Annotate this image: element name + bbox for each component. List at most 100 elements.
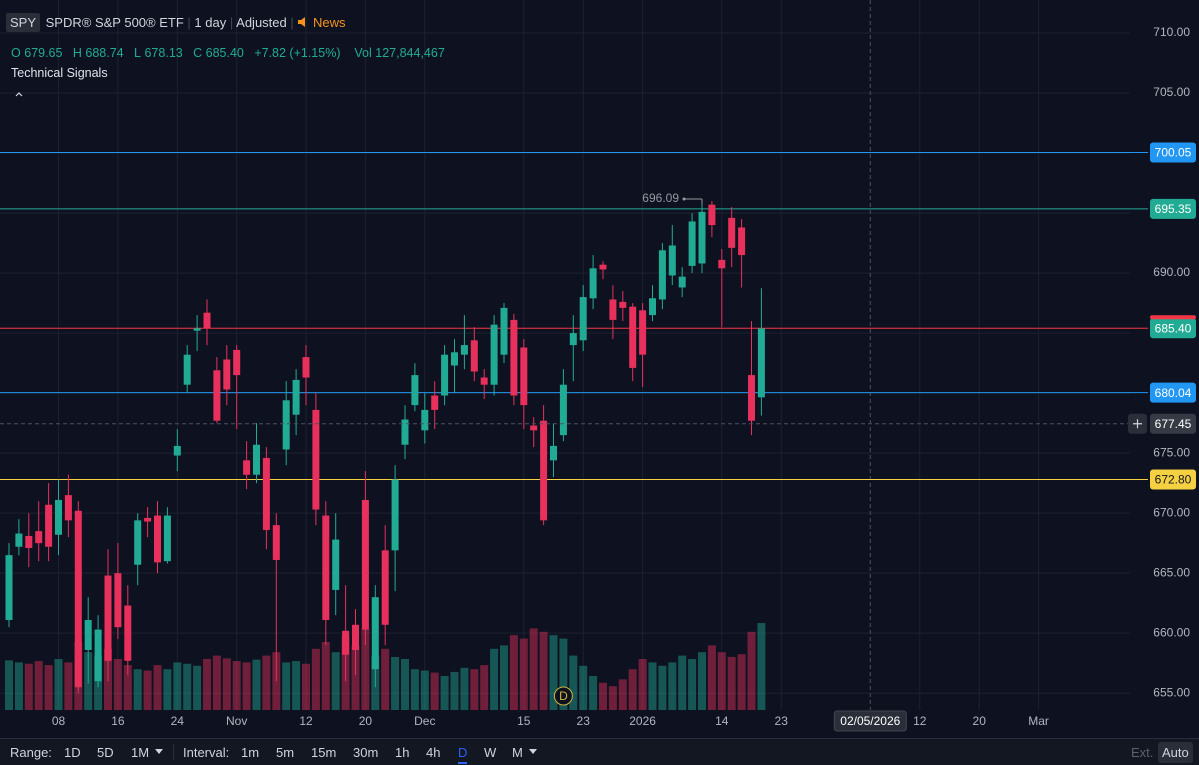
volume-bar	[727, 656, 736, 710]
candle-body	[757, 328, 765, 398]
ohlc-value: 679.65	[24, 46, 63, 60]
ext-toggle[interactable]: Ext.	[1131, 745, 1154, 760]
candle-body	[569, 333, 577, 346]
candle-body	[520, 347, 528, 406]
ohlc-row: O 679.65 H 688.74 L 678.13 C 685.40 +7.8…	[11, 46, 445, 60]
candle-body	[589, 268, 597, 299]
candle-body	[134, 520, 142, 565]
divider	[173, 744, 174, 760]
separator: |	[290, 15, 294, 30]
x-tick-label: 23	[775, 714, 789, 728]
price-label: 685.40	[1155, 321, 1192, 335]
interval-button[interactable]: 15m	[311, 745, 337, 760]
interval-button[interactable]: 5m	[276, 745, 295, 760]
toolbar: Range: 1D 5D 1M Interval: 1m 5m 15m 30m 1h 4h…	[0, 738, 1199, 765]
interval-button[interactable]: 30m	[353, 745, 379, 760]
volume-bar	[737, 654, 746, 710]
candle-body	[431, 395, 439, 410]
candle-body	[5, 555, 13, 620]
volume-bar	[54, 659, 63, 710]
dropdown-arrow[interactable]	[155, 749, 163, 755]
interval[interactable]: 1 day	[194, 15, 227, 30]
candle-body	[490, 324, 498, 385]
candle-body	[292, 379, 300, 415]
volume-bar	[64, 662, 73, 710]
ohlc-value: 678.13	[144, 46, 183, 60]
volume-bar	[193, 665, 202, 710]
candle-body	[282, 400, 290, 450]
high-marker-label: 696.09	[642, 191, 679, 205]
news[interactable]: News	[313, 15, 346, 30]
candle-body	[243, 460, 251, 475]
y-tick-label: 670.00	[1153, 505, 1190, 519]
volume-bar	[490, 648, 499, 710]
candle-body	[352, 624, 359, 650]
x-tick-label: 12	[913, 714, 927, 728]
separator: |	[187, 15, 191, 30]
volume-bar	[203, 659, 211, 710]
x-tick-label: 20	[359, 714, 373, 728]
interval-button[interactable]: 4h	[426, 745, 441, 760]
volume-bar	[113, 659, 122, 710]
volume-bar	[143, 670, 152, 710]
range-button[interactable]: 1M	[131, 745, 150, 760]
dropdown-arrow[interactable]	[529, 749, 537, 755]
candle-body	[698, 211, 706, 264]
interval-button[interactable]: 1m	[241, 745, 260, 760]
candle-body	[342, 630, 350, 655]
interval-button[interactable]: M	[512, 745, 523, 760]
candle-body	[371, 597, 379, 670]
candle-body	[45, 504, 53, 547]
candle-body	[401, 419, 409, 445]
collapse-caret[interactable]	[14, 90, 24, 98]
volume-bar	[14, 662, 23, 710]
change: +7.82 (+1.15%)	[254, 46, 341, 60]
volume-bar	[529, 628, 538, 710]
volume-bar	[302, 663, 310, 710]
volume-bar	[460, 667, 469, 710]
candle-body	[272, 525, 280, 560]
range-button[interactable]: 1D	[64, 745, 81, 760]
candle-body	[649, 298, 656, 316]
candle-body	[64, 495, 72, 521]
candle-body	[510, 319, 518, 396]
candle-body	[411, 375, 419, 406]
candle-body	[540, 420, 548, 521]
range-label: Range:	[10, 745, 52, 760]
candle-body	[500, 307, 508, 355]
interval-button[interactable]: D	[458, 745, 468, 764]
candle-body	[55, 499, 62, 535]
volume-bar	[717, 652, 726, 710]
candle-body	[74, 510, 82, 688]
volume-bar	[698, 652, 706, 710]
interval-button[interactable]: W	[484, 745, 497, 760]
volume-bar	[450, 671, 459, 710]
range-button[interactable]: 5D	[97, 745, 114, 760]
volume-bar	[242, 662, 251, 710]
auto-toggle[interactable]: Auto	[1158, 742, 1193, 763]
plot-background	[0, 0, 1199, 738]
candle-body	[441, 354, 449, 396]
x-tick-label: 16	[111, 714, 125, 728]
candle-body	[728, 217, 736, 248]
interval-button[interactable]: 1h	[395, 745, 410, 760]
chart: 655.00660.00665.00670.00675.00680.00685.…	[0, 0, 1199, 738]
volume-bar	[678, 655, 687, 710]
indicator[interactable]: Technical Signals	[11, 66, 108, 80]
volume-bar	[24, 663, 33, 710]
candle-body	[748, 375, 755, 421]
adjustment[interactable]: Adjusted	[236, 15, 287, 30]
volume-bar	[351, 645, 360, 710]
volume-bar	[470, 669, 479, 710]
volume-bar	[500, 645, 508, 710]
candle-body	[609, 299, 617, 320]
candle-body	[213, 370, 221, 421]
volume-bar	[34, 661, 43, 710]
candle-body	[163, 515, 171, 562]
candle-body	[559, 384, 567, 436]
symbol[interactable]: SPY	[6, 13, 41, 32]
volume-bar	[440, 676, 449, 710]
interval-label: Interval:	[183, 745, 230, 760]
candle-body	[530, 425, 538, 431]
x-tick-label: 12	[299, 714, 313, 728]
